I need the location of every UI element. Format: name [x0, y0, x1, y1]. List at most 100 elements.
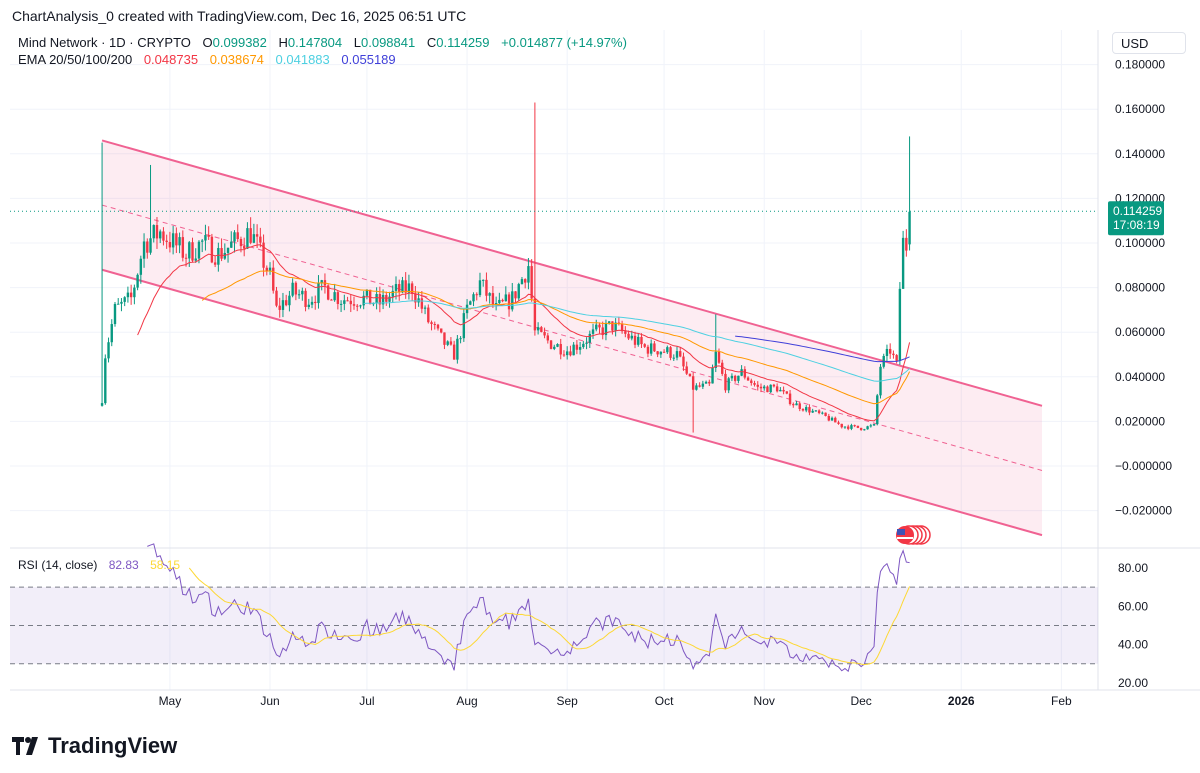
candle-body — [297, 294, 301, 296]
candle-body — [585, 342, 588, 344]
candle-body — [659, 351, 663, 355]
time-tick-label: Jun — [260, 694, 279, 708]
price-tag-countdown: 17:08:19 — [1113, 218, 1160, 232]
candle-body — [721, 362, 724, 374]
candle-body — [452, 344, 456, 360]
tradingview-logo-icon — [12, 737, 38, 755]
us-flag-event-icon[interactable] — [896, 525, 931, 545]
close-value: 0.114259 — [436, 35, 490, 50]
candle-body — [685, 366, 688, 374]
time-tick-label: May — [159, 694, 182, 708]
ema100-value: 0.041883 — [275, 52, 330, 67]
candle-body — [872, 424, 876, 426]
price-tick-label: 0.160000 — [1115, 102, 1165, 116]
candle-body — [343, 300, 346, 304]
candle-body — [572, 344, 575, 356]
rsi-legend: RSI (14, close) 82.83 58.15 — [18, 558, 180, 572]
candle-body — [869, 425, 873, 427]
candle-body — [162, 231, 165, 241]
candle-body — [517, 284, 520, 299]
ema20-line — [137, 244, 911, 422]
symbol-name[interactable]: Mind Network · 1D · CRYPTO — [18, 35, 191, 50]
candle-body — [165, 240, 168, 243]
candle-body — [191, 242, 194, 261]
candle-body — [888, 348, 892, 354]
candle-body — [527, 266, 530, 283]
candle-body — [679, 351, 682, 357]
candle-body — [301, 290, 304, 295]
candle-body — [110, 324, 113, 343]
candle-body — [314, 301, 317, 304]
time-tick-label: Nov — [754, 694, 775, 708]
candle-body — [491, 293, 495, 305]
candle-body — [895, 355, 898, 361]
candle-body — [294, 282, 298, 295]
candle-body — [113, 303, 117, 325]
candle-body — [326, 285, 330, 300]
candle-body — [653, 343, 656, 352]
price-tag-bg — [1108, 201, 1164, 236]
candle-body — [643, 344, 646, 347]
candle-body — [207, 235, 210, 237]
candle-body — [433, 324, 436, 326]
rsi-tick-label: 80.00 — [1118, 561, 1148, 575]
candle-body — [427, 307, 430, 323]
candle-body — [543, 331, 546, 336]
candle-body — [194, 258, 197, 261]
candle-body — [785, 391, 789, 394]
ema50-value: 0.038674 — [209, 52, 264, 67]
candle-body — [578, 347, 582, 350]
candle-body — [230, 241, 233, 248]
candle-body — [695, 385, 698, 390]
candle-body — [498, 299, 501, 304]
candle-body — [704, 381, 708, 384]
candle-body — [265, 267, 268, 272]
rsi-tick-label: 20.00 — [1118, 676, 1148, 690]
candle-body — [730, 375, 734, 379]
candle-body — [375, 293, 378, 304]
candle-body — [188, 242, 191, 259]
candle-body — [614, 322, 617, 331]
candle-body — [533, 298, 537, 331]
candle-body — [827, 415, 831, 421]
candle-body — [175, 233, 178, 246]
candle-body — [856, 425, 860, 428]
candle-body — [772, 384, 776, 387]
tradingview-logo[interactable]: TradingView — [12, 733, 177, 759]
candle-body — [595, 324, 598, 330]
candle-body — [840, 423, 843, 428]
candle-body — [740, 369, 743, 376]
candle-body — [210, 236, 214, 263]
rsi-tick-label: 40.00 — [1118, 638, 1148, 652]
currency-selector[interactable]: USD — [1112, 32, 1186, 54]
candle-body — [782, 389, 785, 392]
rsi-label[interactable]: RSI (14, close) — [18, 558, 98, 572]
candle-body — [123, 297, 126, 302]
candle-body — [456, 338, 459, 360]
candle-body — [795, 403, 798, 406]
high-value: 0.147804 — [287, 35, 343, 50]
candle-body — [159, 231, 162, 239]
candle-body — [472, 294, 475, 302]
candle-body — [459, 338, 462, 340]
candle-body — [178, 237, 181, 246]
candle-body — [834, 417, 837, 423]
price-tick-label: 0.020000 — [1115, 414, 1165, 428]
candle-body — [259, 236, 262, 243]
candle-body — [352, 304, 356, 306]
ema-label[interactable]: EMA 20/50/100/200 — [18, 52, 133, 67]
ema200-value: 0.055189 — [341, 52, 396, 67]
ema20-value: 0.048735 — [143, 52, 199, 67]
candle-body — [511, 291, 514, 310]
price-tick-label: 0.080000 — [1115, 281, 1165, 295]
candle-body — [743, 369, 747, 378]
price-tick-label: 0.060000 — [1115, 325, 1165, 339]
candle-body — [788, 393, 792, 405]
candle-body — [540, 327, 543, 332]
candle-body — [892, 353, 895, 356]
candle-body — [859, 427, 863, 430]
candle-body — [310, 301, 314, 305]
candle-body — [611, 321, 614, 331]
